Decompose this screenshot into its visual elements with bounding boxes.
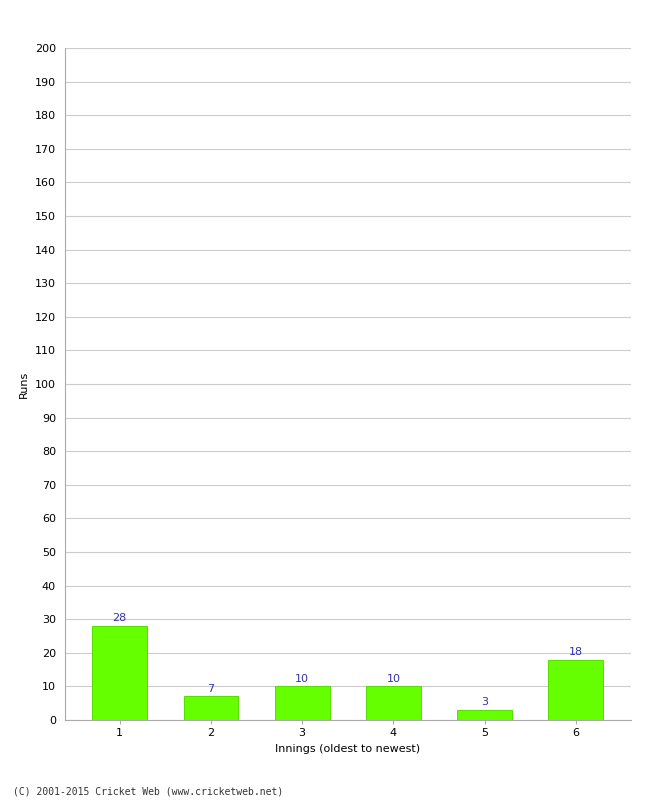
Text: (C) 2001-2015 Cricket Web (www.cricketweb.net): (C) 2001-2015 Cricket Web (www.cricketwe… (13, 786, 283, 796)
Bar (457, 710, 512, 720)
Bar (549, 659, 603, 720)
Text: 18: 18 (569, 647, 583, 657)
Text: 28: 28 (112, 614, 127, 623)
Bar (92, 626, 147, 720)
X-axis label: Innings (oldest to newest): Innings (oldest to newest) (275, 744, 421, 754)
Bar (275, 686, 330, 720)
Text: 10: 10 (295, 674, 309, 684)
Text: 3: 3 (481, 698, 488, 707)
Text: 10: 10 (386, 674, 400, 684)
Text: 7: 7 (207, 684, 214, 694)
Y-axis label: Runs: Runs (20, 370, 29, 398)
Bar (183, 697, 239, 720)
Bar (366, 686, 421, 720)
